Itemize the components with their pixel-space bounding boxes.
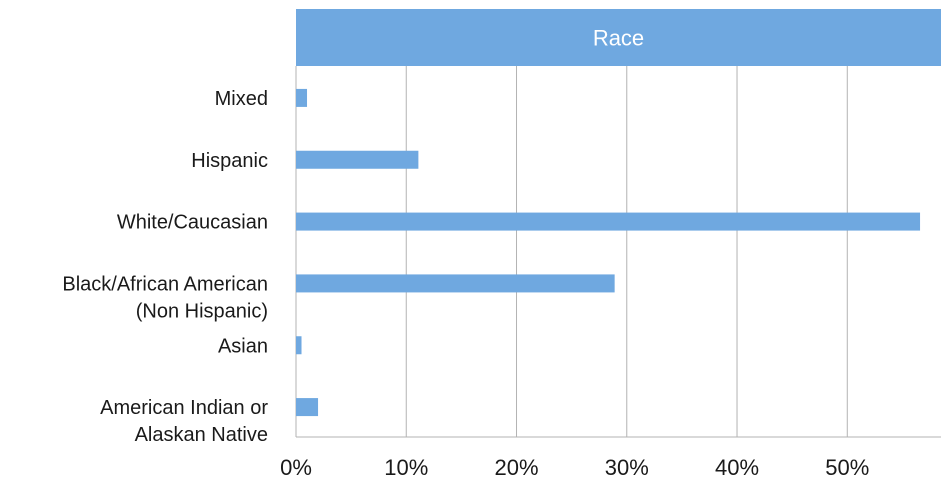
category-label: Asian [218,335,268,357]
category-label: White/Caucasian [117,212,268,234]
category-labels: Mixed Hispanic White/Caucasian Black/Africa… [62,88,268,446]
bar-layer [296,88,921,417]
x-tick-label: 50% [825,455,869,480]
x-tick-labels: 0% 10% 20% 30% 40% 50% [280,455,869,480]
bar [296,212,921,231]
category-label: (Non Hispanic) [136,300,268,322]
bar [296,398,319,417]
category-label: Mixed [215,88,268,110]
x-tick-label: 30% [605,455,649,480]
category-label: Black/African American [62,273,268,295]
grid-layer [295,66,941,438]
category-label: Hispanic [191,150,268,172]
category-label: Alaskan Native [135,424,268,446]
chart-title-band [296,9,941,66]
x-tick-label: 0% [280,455,312,480]
x-tick-label: 40% [715,455,759,480]
bar [296,336,302,355]
category-label: American Indian or [100,397,268,419]
bar [296,274,615,293]
bar [296,88,308,107]
chart-title: Race [593,26,644,51]
x-tick-label: 20% [494,455,538,480]
x-tick-label: 10% [384,455,428,480]
bar [296,150,419,169]
